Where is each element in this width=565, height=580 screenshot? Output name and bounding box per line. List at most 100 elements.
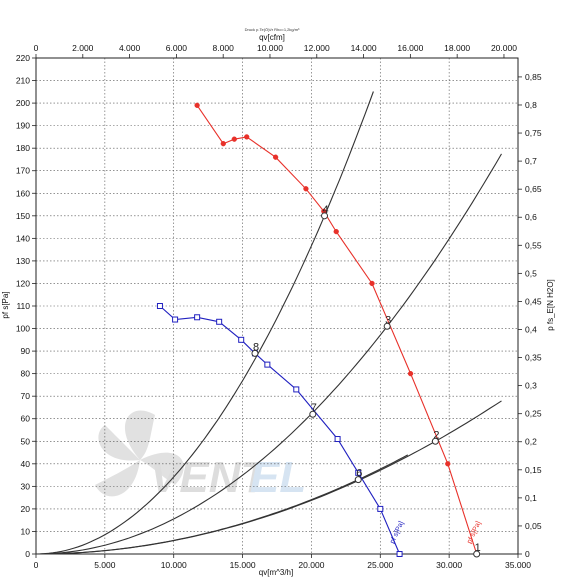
series-marker-dot bbox=[333, 228, 339, 235]
operating-point-marker bbox=[473, 550, 481, 558]
y-right-tick-label: 0,2 bbox=[525, 437, 537, 447]
x-top-tick-label: 12.000 bbox=[304, 43, 330, 53]
y-left-tick-label: 180 bbox=[16, 143, 30, 153]
y-right-tick-label: 0,7 bbox=[525, 156, 537, 166]
y-left-tick-label: 40 bbox=[21, 459, 31, 469]
series-marker-square bbox=[293, 386, 300, 393]
series-marker-dot bbox=[445, 461, 451, 467]
y-left-tick-label: 20 bbox=[21, 504, 31, 514]
x-bottom-tick-label: 0 bbox=[34, 560, 39, 570]
y-right-tick-label: 0,4 bbox=[525, 324, 537, 334]
chart-title: Druck p.Te(Ö)t/r Rho=1,2kg/m³ bbox=[245, 27, 300, 32]
series-marker-dot bbox=[220, 141, 226, 147]
series-marker-dot bbox=[369, 280, 375, 287]
y-left-tick-label: 200 bbox=[16, 98, 30, 108]
fan-blade-icon bbox=[95, 460, 140, 497]
left-axis-title: pf s[Pa] bbox=[1, 291, 10, 318]
x-top-tick-label: 18.000 bbox=[444, 43, 470, 53]
operating-point-marker bbox=[354, 476, 362, 484]
right-axis-title: p fs_E[N H2O] bbox=[546, 279, 555, 331]
series-marker-dot bbox=[272, 154, 279, 160]
y-right-tick-label: 0,6 bbox=[525, 212, 537, 222]
y-left-tick-label: 110 bbox=[16, 301, 30, 311]
y-right-tick-label: 0,3 bbox=[525, 381, 537, 391]
y-right-tick-label: 0,45 bbox=[525, 296, 542, 306]
x-top-tick-label: 10.000 bbox=[257, 43, 283, 53]
operating-point-label: 3 bbox=[385, 314, 391, 326]
y-left-tick-label: 140 bbox=[16, 233, 30, 243]
x-bottom-tick-label: 25.000 bbox=[367, 560, 393, 570]
x-bottom-tick-label: 20.000 bbox=[298, 560, 324, 570]
y-left-tick-label: 60 bbox=[21, 414, 31, 424]
x-bottom-tick-label: 5.000 bbox=[94, 560, 116, 570]
x-bottom-tick-label: 35.000 bbox=[505, 560, 531, 570]
operating-point-label: 4 bbox=[323, 204, 329, 216]
fan-blade-icon bbox=[124, 410, 155, 460]
series-marker-dot bbox=[303, 186, 309, 192]
series-marker-square bbox=[396, 551, 403, 557]
operating-point-label: 7 bbox=[311, 402, 317, 414]
x-top-tick-label: 0 bbox=[34, 43, 39, 53]
watermark-text-el: EL bbox=[250, 453, 306, 502]
y-left-tick-label: 100 bbox=[16, 324, 30, 334]
y-left-tick-label: 220 bbox=[16, 53, 30, 63]
operating-point-marker bbox=[251, 349, 259, 357]
y-left-tick-label: 210 bbox=[16, 76, 30, 86]
series-marker-square bbox=[172, 316, 179, 323]
bottom-axis-title: qv[m^3/h] bbox=[259, 568, 293, 577]
series-marker-square bbox=[194, 314, 201, 321]
x-top-tick-label: 8.000 bbox=[213, 43, 235, 53]
y-left-tick-label: 90 bbox=[21, 346, 31, 356]
series-line bbox=[159, 305, 401, 555]
operating-point-label: 1 bbox=[475, 542, 481, 554]
y-right-tick-label: 0,75 bbox=[525, 128, 542, 138]
system-curves bbox=[35, 91, 502, 555]
series-marker-square bbox=[216, 318, 223, 325]
x-top-tick-label: 6.000 bbox=[166, 43, 188, 53]
series-marker-square bbox=[334, 436, 341, 443]
x-top-tick-label: 4.000 bbox=[119, 43, 141, 53]
y-right-tick-label: 0,5 bbox=[525, 268, 537, 278]
y-left-tick-label: 150 bbox=[16, 211, 30, 221]
x-bottom-tick-label: 30.000 bbox=[436, 560, 462, 570]
y-left-tick-label: 160 bbox=[16, 188, 30, 198]
x-bottom-tick-label: 10.000 bbox=[161, 560, 187, 570]
y-right-tick-label: 0,65 bbox=[525, 184, 542, 194]
operating-point-marker bbox=[383, 322, 391, 330]
y-right-tick-label: 0,55 bbox=[525, 240, 542, 250]
operating-point-label: 8 bbox=[253, 341, 259, 353]
y-left-tick-label: 70 bbox=[21, 391, 31, 401]
series-marker-dot bbox=[194, 102, 200, 108]
y-left-tick-label: 50 bbox=[21, 436, 31, 446]
y-left-tick-label: 120 bbox=[16, 278, 30, 288]
fan-blade-icon bbox=[98, 425, 140, 461]
watermark-text-vent: VENT bbox=[150, 453, 270, 502]
series-marker-square bbox=[264, 361, 271, 368]
series-marker-square bbox=[355, 469, 362, 476]
y-right-tick-label: 0,35 bbox=[525, 353, 542, 363]
y-right-tick-label: 0,05 bbox=[525, 521, 542, 531]
top-axis-title: qv[cfm] bbox=[259, 33, 285, 42]
operating-points: 4 3 2 1 8 7 6 bbox=[251, 204, 481, 558]
y-right-tick-label: 0,85 bbox=[525, 72, 542, 82]
data-series: pf s[Pa]pf s[Pa] bbox=[156, 102, 483, 557]
axis-ticks: 0102030405060708090100110120130140150160… bbox=[16, 43, 542, 570]
series-marker-square bbox=[238, 336, 245, 343]
series-marker-dot bbox=[407, 370, 414, 377]
y-right-tick-label: 0,15 bbox=[525, 465, 542, 475]
y-left-tick-label: 10 bbox=[21, 526, 31, 536]
y-left-tick-label: 130 bbox=[16, 256, 30, 266]
x-top-tick-label: 2.000 bbox=[72, 43, 94, 53]
system-curve-line bbox=[35, 91, 374, 555]
operating-point-marker bbox=[309, 410, 317, 418]
operating-point-label: 6 bbox=[356, 468, 362, 480]
series-marker-square bbox=[377, 505, 384, 512]
y-left-tick-label: 80 bbox=[21, 369, 31, 379]
x-top-tick-label: 20.000 bbox=[491, 43, 517, 53]
series-marker-dot bbox=[231, 136, 237, 142]
y-left-tick-label: 30 bbox=[21, 481, 31, 491]
fan-blade-icon bbox=[140, 452, 184, 485]
operating-point-marker bbox=[321, 212, 329, 220]
series-marker-dot bbox=[244, 134, 250, 140]
x-top-tick-label: 16.000 bbox=[397, 43, 423, 53]
